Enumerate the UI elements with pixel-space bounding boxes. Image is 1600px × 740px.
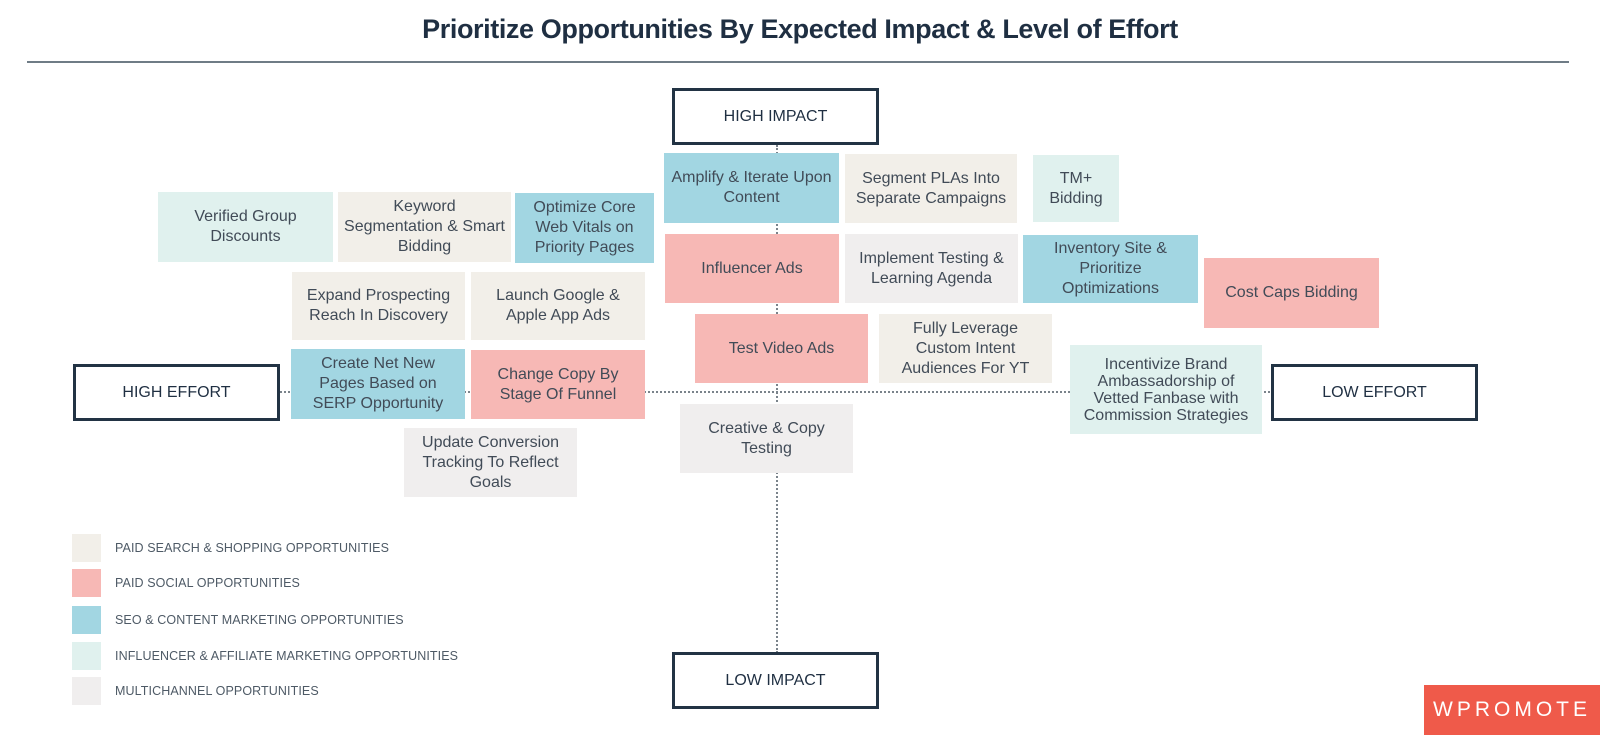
opportunity-card: Amplify & Iterate Upon Content (664, 153, 839, 223)
opportunity-card: Change Copy By Stage Of Funnel (471, 350, 645, 419)
brand-logo: WPROMOTE (1424, 685, 1600, 735)
impact-axis-line (776, 145, 778, 653)
legend-swatch (72, 569, 101, 597)
opportunity-card: Expand Prospecting Reach In Discovery (292, 272, 465, 340)
opportunity-card: Keyword Segmentation & Smart Bidding (338, 192, 511, 262)
opportunity-card: Creative & Copy Testing (680, 404, 853, 473)
effort-axis-line (280, 391, 1270, 393)
legend-label: MULTICHANNEL OPPORTUNITIES (115, 684, 319, 698)
high-effort-label: HIGH EFFORT (73, 364, 280, 421)
opportunity-card: Implement Testing & Learning Agenda (845, 234, 1018, 303)
legend-label: PAID SEARCH & SHOPPING OPPORTUNITIES (115, 541, 390, 555)
opportunity-card: Launch Google & Apple App Ads (471, 272, 645, 340)
legend-swatch (72, 534, 101, 562)
legend-label: INFLUENCER & AFFILIATE MARKETING OPPORTU… (115, 649, 459, 663)
legend-item-search: PAID SEARCH & SHOPPING OPPORTUNITIES (72, 534, 389, 562)
low-impact-label: LOW IMPACT (672, 652, 879, 709)
opportunity-card: Fully Leverage Custom Intent Audiences F… (879, 314, 1052, 383)
opportunity-card: Optimize Core Web Vitals on Priority Pag… (515, 193, 654, 263)
opportunity-card: Cost Caps Bidding (1204, 258, 1379, 328)
legend-swatch (72, 642, 101, 670)
legend-item-seo: SEO & CONTENT MARKETING OPPORTUNITIES (72, 606, 404, 634)
title-divider (27, 61, 1569, 63)
legend-swatch (72, 677, 101, 705)
opportunity-card: Inventory Site & Prioritize Optimization… (1023, 235, 1198, 303)
low-effort-label: LOW EFFORT (1271, 364, 1478, 421)
opportunity-card: Verified Group Discounts (158, 192, 333, 262)
opportunity-card: TM+ Bidding (1033, 155, 1119, 222)
opportunity-card: Influencer Ads (665, 234, 839, 303)
page-title: Prioritize Opportunities By Expected Imp… (422, 14, 1178, 44)
high-impact-label: HIGH IMPACT (672, 88, 879, 145)
legend-item-influencer: INFLUENCER & AFFILIATE MARKETING OPPORTU… (72, 642, 458, 670)
opportunity-card: Update Conversion Tracking To Reflect Go… (404, 428, 577, 497)
opportunity-card: Test Video Ads (695, 314, 868, 383)
legend-label: PAID SOCIAL OPPORTUNITIES (115, 576, 300, 590)
opportunity-card: Create Net New Pages Based on SERP Oppor… (291, 349, 465, 419)
opportunity-card: Segment PLAs Into Separate Campaigns (845, 154, 1017, 223)
opportunity-card: Incentivize Brand Ambassadorship of Vett… (1070, 345, 1262, 434)
legend-label: SEO & CONTENT MARKETING OPPORTUNITIES (115, 613, 404, 627)
legend-item-multichannel: MULTICHANNEL OPPORTUNITIES (72, 677, 319, 705)
legend-item-social: PAID SOCIAL OPPORTUNITIES (72, 569, 300, 597)
legend-swatch (72, 606, 101, 634)
